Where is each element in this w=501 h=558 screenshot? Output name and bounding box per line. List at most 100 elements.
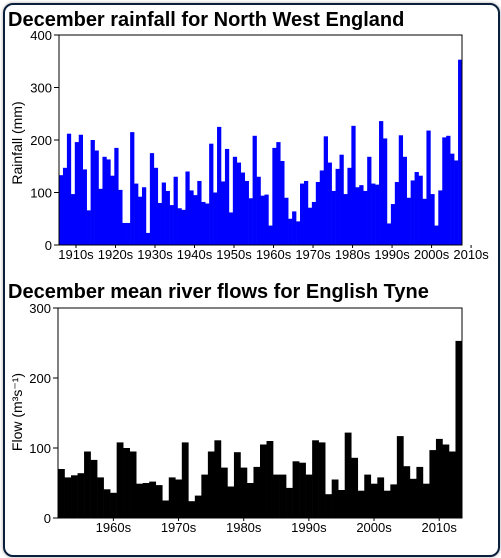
river-flow-x-tick-label: 1980s	[226, 520, 262, 535]
rainfall-bar	[173, 176, 178, 245]
rainfall-x-tick-label: 1930s	[137, 247, 173, 262]
rainfall-bar	[434, 225, 439, 245]
rainfall-bar	[331, 190, 336, 246]
river-flow-bar	[455, 340, 463, 518]
river-flow-bar	[194, 495, 202, 518]
river-flow-bar	[390, 484, 398, 518]
rainfall-bar	[300, 183, 305, 245]
river-flow-y-ticks: 0 100 200 300	[29, 301, 58, 526]
rainfall-bar	[106, 159, 111, 245]
river-flow-y-tick-label: 100	[29, 441, 51, 456]
rainfall-bar	[292, 211, 297, 245]
rainfall-bar	[217, 126, 222, 246]
rainfall-bar	[102, 156, 107, 245]
rainfall-bar	[442, 137, 447, 245]
rainfall-bar	[351, 125, 356, 245]
river-flow-bar	[403, 466, 411, 518]
river-flow-bar	[299, 462, 306, 518]
river-flow-bar	[396, 436, 404, 518]
rainfall-bar	[177, 208, 182, 245]
rainfall-bar	[264, 194, 269, 245]
rainfall-bar	[272, 147, 277, 246]
rainfall-x-tick-label: 2010s	[453, 247, 489, 262]
river-flow-x-tick-label: 1970s	[161, 520, 197, 535]
rainfall-bar	[153, 167, 159, 245]
rainfall-bar	[276, 142, 281, 245]
rainfall-bar	[244, 180, 249, 245]
rainfall-bar	[379, 121, 384, 245]
river-flow-bar	[318, 442, 326, 518]
rainfall-bar	[66, 133, 72, 245]
rainfall-x-tick-label: 1960s	[256, 247, 292, 262]
rainfall-x-tick-label: 1990s	[374, 247, 410, 262]
rainfall-bar	[454, 160, 459, 245]
rainfall-y-tick-label: 400	[30, 28, 52, 43]
rainfall-bar	[181, 209, 186, 245]
river-flow-bar	[188, 501, 196, 518]
rainfall-y-axis-label: Rainfall (mm)	[9, 101, 25, 184]
river-flow-x-tick-label: 2000s	[356, 520, 392, 535]
rainfall-bar	[280, 161, 285, 245]
river-flow-bar	[292, 461, 300, 518]
rainfall-bar	[402, 156, 407, 245]
rainfall-bar	[201, 201, 206, 245]
rainfall-bar	[438, 190, 443, 245]
river-flow-bar	[214, 440, 222, 518]
rainfall-bar	[94, 150, 99, 245]
rainfall-bar	[141, 187, 147, 245]
rainfall-bars	[59, 59, 463, 246]
rainfall-bar	[157, 203, 163, 245]
river-flow-bar	[136, 483, 144, 518]
rainfall-bar	[130, 132, 135, 246]
river-flow-bar	[123, 448, 130, 518]
rainfall-bar	[86, 210, 91, 245]
rainfall-bar	[209, 143, 214, 246]
river-flow-bar	[279, 474, 287, 518]
rainfall-bar	[268, 225, 273, 245]
river-flow-bar	[175, 479, 183, 518]
rainfall-chart-title: December rainfall for North West England	[8, 9, 404, 31]
rainfall-bar	[213, 192, 218, 245]
rainfall-bar	[122, 222, 127, 245]
river-flow-y-tick-label: 300	[29, 301, 51, 316]
rainfall-bar	[82, 169, 87, 245]
river-flow-bar	[97, 477, 104, 518]
rainfall-bar	[185, 171, 190, 245]
river-flow-bar	[344, 432, 352, 518]
river-flow-bar	[409, 478, 417, 518]
rainfall-bar	[134, 183, 139, 245]
river-flow-bar	[260, 444, 267, 518]
rainfall-bar	[78, 134, 83, 245]
river-flow-bar	[162, 500, 170, 518]
river-flow-bar	[201, 474, 209, 518]
rainfall-bar	[62, 167, 68, 245]
river-flow-bar	[325, 494, 332, 518]
rainfall-bar	[307, 207, 313, 245]
rainfall-bar	[430, 194, 435, 245]
rainfall-bar	[205, 203, 210, 246]
rainfall-bar	[110, 175, 115, 245]
river-flow-chart-title: December mean river flows for English Ty…	[8, 281, 429, 303]
river-flow-bar	[90, 459, 98, 518]
rainfall-bar	[363, 190, 368, 246]
rainfall-bar	[390, 204, 396, 245]
rainfall-bar	[236, 162, 242, 245]
river-flow-bar	[429, 450, 437, 518]
river-flow-bar	[338, 490, 346, 518]
rainfall-bar	[228, 212, 234, 245]
river-flow-bar	[370, 483, 378, 518]
river-flow-plot-area	[57, 307, 463, 519]
rainfall-x-tick-label: 1940s	[177, 247, 213, 262]
rainfall-bar	[189, 190, 194, 245]
rainfall-bar	[240, 172, 245, 245]
rainfall-bar	[161, 182, 166, 245]
rainfall-bar	[319, 170, 325, 245]
rainfall-panel: December rainfall for North West England…	[8, 9, 489, 262]
river-flow-bar	[253, 466, 261, 518]
river-flow-bar	[227, 486, 235, 518]
rainfall-bar	[296, 221, 301, 246]
river-flow-y-axis-label: Flow (m³s⁻¹)	[9, 373, 25, 451]
river-flow-bar	[181, 442, 189, 518]
rainfall-bar	[398, 135, 404, 245]
